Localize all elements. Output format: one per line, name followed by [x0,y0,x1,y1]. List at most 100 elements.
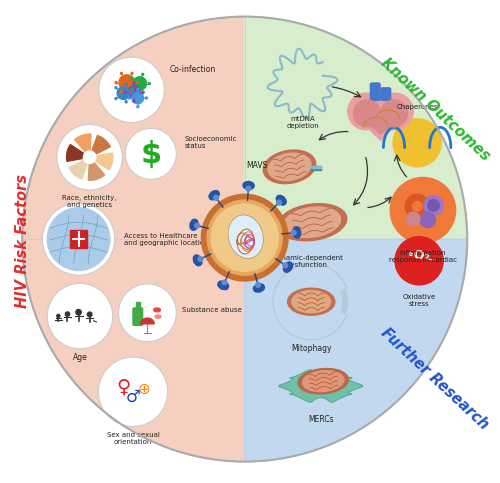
Circle shape [190,221,196,228]
Circle shape [125,84,127,85]
Circle shape [42,203,115,275]
Text: Access to Healthcare
and geographic location: Access to Healthcare and geographic loca… [124,233,209,245]
Circle shape [254,285,260,292]
Circle shape [198,256,203,261]
Circle shape [120,72,122,74]
Circle shape [393,119,441,167]
Text: Oxidative
stress: Oxidative stress [402,294,436,307]
Circle shape [133,100,135,102]
Circle shape [294,231,300,238]
Circle shape [142,73,144,75]
Circle shape [395,237,443,285]
Circle shape [115,82,117,84]
Polygon shape [88,162,104,180]
Circle shape [214,195,218,200]
Text: ♂: ♂ [126,387,140,406]
Text: Known Outcomes: Known Outcomes [378,55,492,163]
Text: $: $ [140,140,162,170]
Text: Further Research: Further Research [378,325,492,432]
Circle shape [222,283,228,290]
Text: Co-infection: Co-infection [170,65,216,73]
Circle shape [120,91,122,93]
Circle shape [284,266,290,272]
Circle shape [137,88,139,90]
Circle shape [194,223,200,228]
Ellipse shape [284,207,341,238]
FancyBboxPatch shape [381,88,390,100]
Ellipse shape [154,308,160,312]
Circle shape [146,97,148,99]
Circle shape [88,312,92,317]
FancyBboxPatch shape [311,166,321,170]
Circle shape [48,284,113,349]
Circle shape [428,199,440,211]
Text: Sex and sexual
orientation: Sex and sexual orientation [106,432,160,445]
Circle shape [132,92,134,94]
Circle shape [256,285,262,292]
Circle shape [278,197,285,203]
Circle shape [222,280,227,285]
FancyBboxPatch shape [133,308,142,325]
Circle shape [209,193,216,200]
Circle shape [412,201,422,211]
Text: HIV Risk Factors: HIV Risk Factors [14,174,30,309]
Circle shape [57,125,122,190]
Circle shape [115,87,117,89]
Circle shape [281,271,342,332]
Circle shape [283,263,288,268]
Circle shape [195,259,202,266]
Circle shape [276,200,281,205]
Ellipse shape [302,371,344,392]
Ellipse shape [228,215,264,258]
Text: Substance abuse: Substance abuse [182,307,242,313]
Circle shape [286,262,292,269]
Circle shape [256,283,260,287]
Circle shape [117,87,130,99]
Text: MERCs: MERCs [308,415,334,424]
Polygon shape [358,114,404,134]
Circle shape [191,219,198,226]
Ellipse shape [278,204,347,241]
Circle shape [424,196,443,215]
Circle shape [243,182,250,189]
Circle shape [211,204,278,271]
Circle shape [293,227,300,234]
Circle shape [126,128,176,179]
FancyBboxPatch shape [370,83,380,100]
Circle shape [212,191,220,197]
Circle shape [406,212,420,226]
Circle shape [76,310,82,315]
Circle shape [142,92,144,94]
Circle shape [124,91,126,93]
Polygon shape [279,370,362,402]
Ellipse shape [288,288,335,315]
Ellipse shape [292,291,331,313]
Circle shape [246,182,252,188]
Circle shape [218,281,224,288]
Polygon shape [74,134,91,153]
Text: Age: Age [72,353,88,362]
FancyBboxPatch shape [136,302,140,309]
Ellipse shape [268,153,311,181]
Circle shape [285,264,292,271]
Text: Inflammation
response in cardiac: Inflammation response in cardiac [389,250,457,263]
Circle shape [98,357,168,426]
Circle shape [142,91,144,93]
Ellipse shape [155,315,161,318]
FancyBboxPatch shape [311,166,321,168]
Circle shape [194,257,200,264]
Circle shape [390,177,456,243]
Text: Race, ethnicity,
and genetics: Race, ethnicity, and genetics [62,195,117,208]
Circle shape [207,200,282,275]
Circle shape [133,77,146,90]
Circle shape [119,75,134,90]
Circle shape [128,86,140,99]
Circle shape [125,101,127,103]
Circle shape [420,212,436,227]
FancyBboxPatch shape [70,230,87,248]
Polygon shape [352,112,410,141]
Polygon shape [140,318,154,324]
Text: Mitophagy: Mitophagy [291,344,332,353]
Text: ⁻: ⁻ [426,255,434,269]
Circle shape [115,98,117,99]
